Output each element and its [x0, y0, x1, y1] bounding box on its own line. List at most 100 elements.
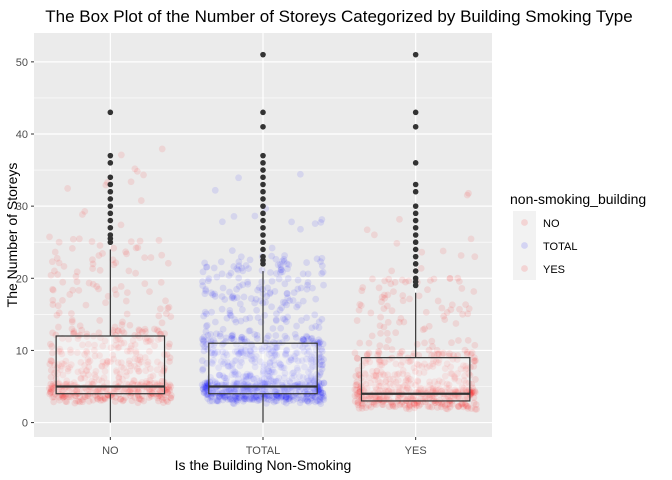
- jitter-point: [165, 385, 173, 393]
- jitter-point: [57, 348, 65, 355]
- jitter-point: [456, 305, 463, 313]
- jitter-point: [266, 290, 274, 298]
- outlier-point: [260, 239, 266, 246]
- jitter-point: [226, 309, 234, 317]
- jitter-point: [435, 350, 443, 358]
- legend-label: YES: [543, 264, 565, 276]
- jitter-point: [240, 373, 247, 381]
- outlier-point: [107, 188, 114, 195]
- jitter-point: [127, 178, 135, 186]
- jitter-point: [444, 393, 452, 401]
- jitter-point: [430, 357, 437, 365]
- jitter-point: [99, 387, 107, 395]
- jitter-point: [212, 330, 220, 338]
- jitter-point: [102, 299, 109, 307]
- jitter-point: [47, 385, 55, 393]
- jitter-point: [365, 393, 373, 400]
- jitter-point: [358, 402, 366, 409]
- jitter-point: [255, 396, 263, 404]
- jitter-point: [222, 393, 229, 401]
- jitter-point: [208, 387, 216, 395]
- jitter-point: [290, 289, 298, 296]
- jitter-point: [354, 366, 362, 374]
- jitter-point: [166, 387, 174, 395]
- jitter-point: [226, 306, 234, 314]
- jitter-point: [295, 387, 303, 395]
- jitter-point: [115, 344, 123, 351]
- jitter-point: [138, 379, 146, 386]
- jitter-point: [307, 379, 314, 387]
- jitter-point: [238, 264, 246, 272]
- jitter-point: [365, 401, 373, 409]
- jitter-point: [103, 359, 111, 367]
- jitter-point: [396, 384, 404, 391]
- jitter-point: [318, 345, 325, 353]
- jitter-point: [250, 375, 258, 383]
- jitter-point: [440, 394, 448, 401]
- jitter-point: [82, 301, 90, 309]
- jitter-point: [446, 275, 454, 282]
- jitter-point: [441, 402, 449, 409]
- jitter-point: [244, 280, 252, 288]
- jitter-point: [405, 357, 413, 365]
- jitter-point: [299, 335, 307, 343]
- jitter-point: [211, 378, 219, 386]
- jitter-point: [278, 339, 286, 346]
- jitter-point: [158, 396, 166, 403]
- jitter-point: [319, 394, 327, 402]
- jitter-point: [310, 386, 318, 394]
- jitter-point: [232, 396, 240, 404]
- jitter-point: [120, 329, 128, 337]
- jitter-point: [95, 386, 102, 394]
- jitter-point: [377, 382, 385, 390]
- jitter-point: [470, 354, 478, 362]
- jitter-point: [319, 389, 327, 397]
- jitter-point: [202, 310, 210, 318]
- jitter-point: [382, 378, 390, 386]
- jitter-point: [202, 285, 210, 293]
- jitter-point: [316, 385, 324, 393]
- jitter-point: [250, 394, 258, 402]
- jitter-point: [85, 363, 93, 371]
- jitter-point: [313, 255, 321, 263]
- jitter-point: [429, 384, 437, 392]
- jitter-point: [446, 274, 454, 282]
- jitter-point: [243, 350, 251, 358]
- jitter-point: [57, 366, 64, 374]
- jitter-point: [281, 332, 289, 340]
- jitter-point: [213, 273, 221, 281]
- jitter-point: [208, 349, 215, 357]
- jitter-point: [312, 346, 320, 354]
- x-axis: NO TOTAL YES: [102, 437, 427, 457]
- outlier-point: [107, 174, 114, 181]
- jitter-point: [242, 315, 250, 323]
- jitter-point: [276, 269, 284, 276]
- jitter-point: [282, 393, 290, 401]
- jitter-point: [199, 336, 207, 344]
- jitter-point: [145, 337, 152, 345]
- jitter-point: [284, 265, 291, 273]
- jitter-point: [288, 218, 295, 226]
- jitter-point: [158, 251, 166, 259]
- jitter-point: [242, 346, 249, 354]
- jitter-point: [134, 356, 142, 364]
- jitter-point: [356, 301, 364, 308]
- jitter-point: [277, 363, 285, 371]
- jitter-point: [392, 329, 400, 337]
- jitter-point: [94, 387, 101, 395]
- jitter-point: [58, 360, 66, 368]
- jitter-point: [164, 388, 172, 396]
- jitter-point: [227, 395, 234, 403]
- jitter-point: [260, 380, 267, 387]
- jitter-point: [216, 332, 224, 340]
- jitter-point: [58, 386, 66, 394]
- jitter-point: [454, 394, 462, 402]
- jitter-point: [199, 340, 207, 348]
- jitter-point: [377, 357, 384, 365]
- jitter-point: [460, 377, 468, 384]
- jitter-point: [315, 336, 323, 344]
- jitter-point: [112, 291, 120, 298]
- jitter-point: [135, 395, 143, 403]
- legend-key: [513, 211, 536, 234]
- jitter-point: [228, 362, 236, 369]
